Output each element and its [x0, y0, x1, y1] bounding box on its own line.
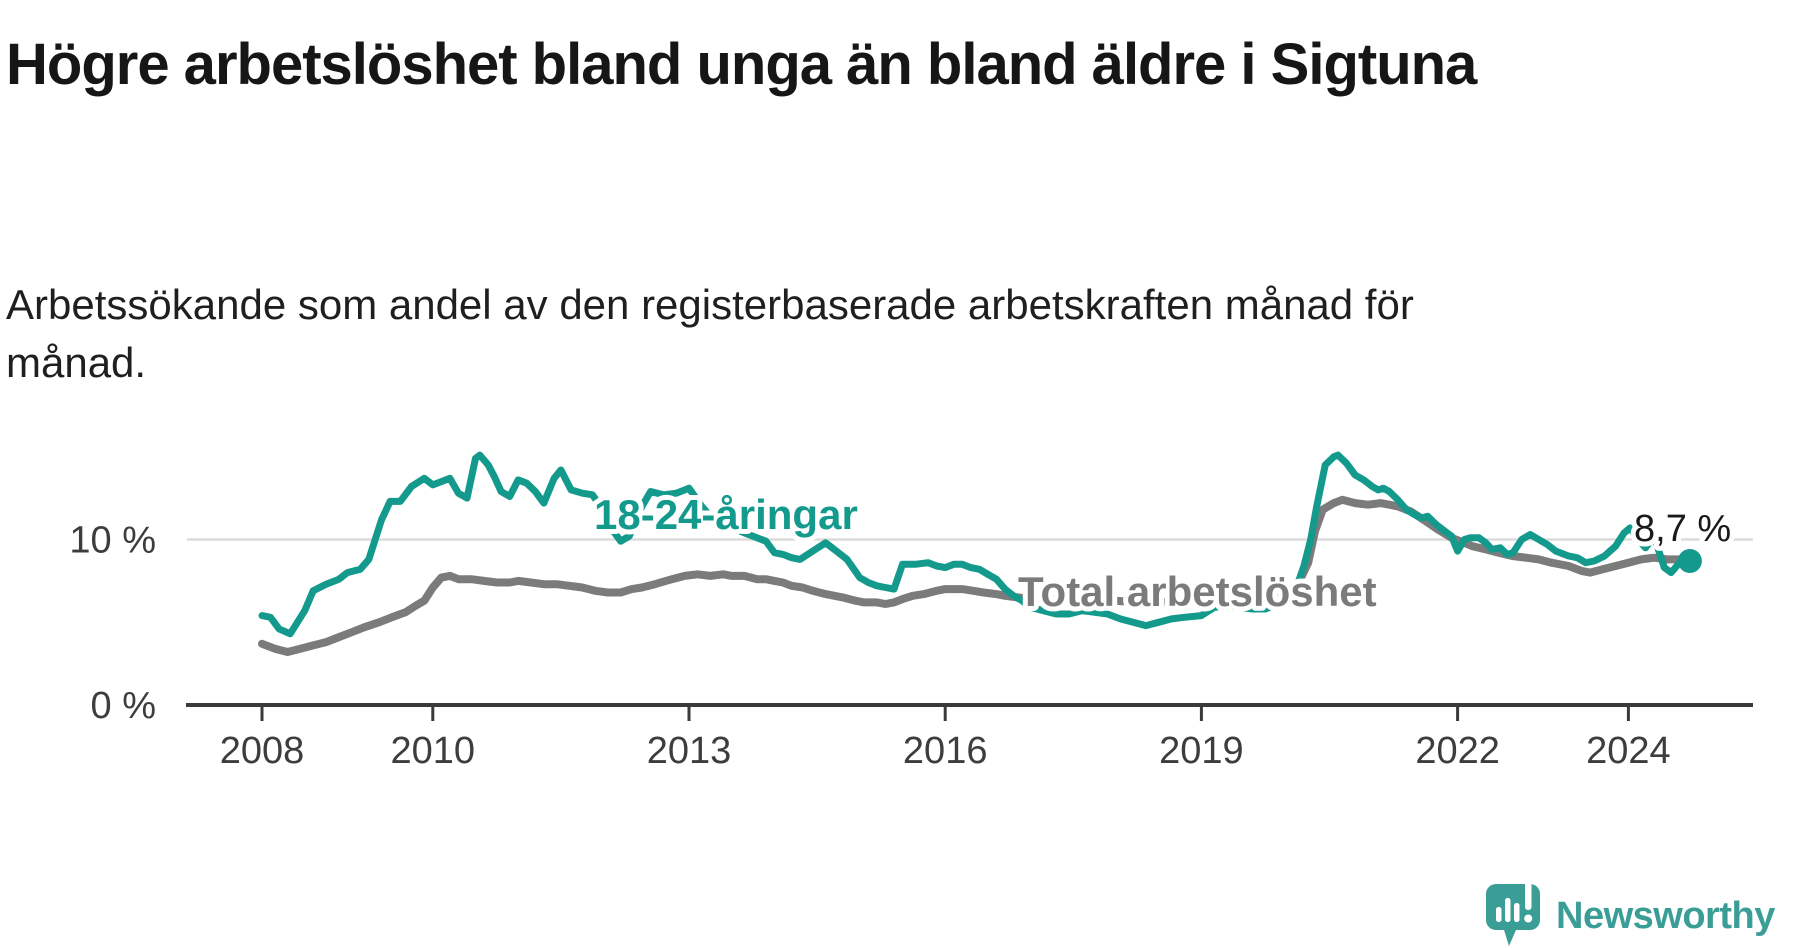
- series-label-total: Total arbetslöshet: [1018, 568, 1377, 615]
- chart-subtitle: Arbetssökande som andel av den registerb…: [6, 281, 1414, 386]
- x-tick-label: 2010: [391, 730, 476, 772]
- series-line-total: [258, 495, 1694, 656]
- end-value-label: 8,7 %: [1634, 508, 1731, 550]
- newsworthy-wordmark: Newsworthy: [1556, 894, 1775, 937]
- x-tick-label: 2013: [647, 730, 732, 772]
- chart-title: Högre arbetslöshet bland unga än bland ä…: [6, 32, 1477, 97]
- x-tick-label: 2008: [220, 730, 305, 772]
- x-tick-label: 2019: [1159, 730, 1244, 772]
- x-tick-label: 2024: [1586, 730, 1671, 772]
- newsworthy-logo-icon: [1486, 884, 1540, 946]
- y-tick-label: 10 %: [69, 520, 156, 562]
- end-point-dot: [1677, 549, 1702, 574]
- series-label-youth: 18-24-åringar: [594, 491, 858, 538]
- x-tick-label: 2016: [903, 730, 988, 772]
- y-tick-label: 0 %: [91, 685, 156, 727]
- newsworthy-logo: Newsworthy: [1486, 884, 1775, 948]
- series-line-youth: [258, 451, 1694, 638]
- x-tick-label: 2022: [1415, 730, 1500, 772]
